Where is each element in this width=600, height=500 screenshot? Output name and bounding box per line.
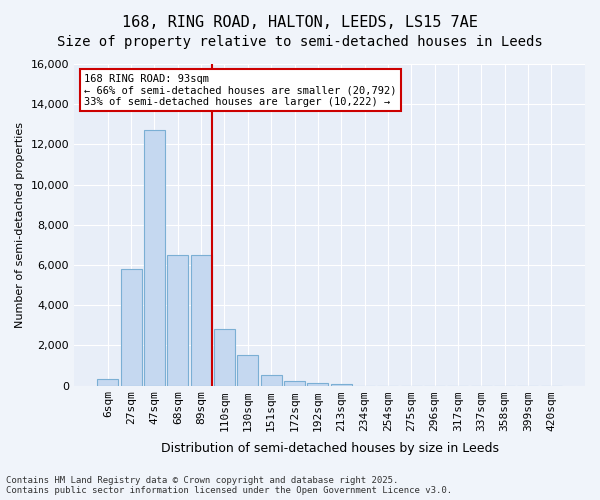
Bar xyxy=(214,330,235,386)
Bar xyxy=(191,255,212,386)
Bar xyxy=(284,380,305,386)
Bar xyxy=(144,130,165,386)
Bar xyxy=(307,382,328,386)
Bar xyxy=(97,380,118,386)
Y-axis label: Number of semi-detached properties: Number of semi-detached properties xyxy=(15,122,25,328)
Bar xyxy=(238,356,259,386)
X-axis label: Distribution of semi-detached houses by size in Leeds: Distribution of semi-detached houses by … xyxy=(161,442,499,455)
Bar xyxy=(121,269,142,386)
Text: Contains HM Land Registry data © Crown copyright and database right 2025.
Contai: Contains HM Land Registry data © Crown c… xyxy=(6,476,452,495)
Bar xyxy=(331,384,352,386)
Bar xyxy=(167,255,188,386)
Text: Size of property relative to semi-detached houses in Leeds: Size of property relative to semi-detach… xyxy=(57,35,543,49)
Bar xyxy=(260,376,281,386)
Text: 168 RING ROAD: 93sqm
← 66% of semi-detached houses are smaller (20,792)
33% of s: 168 RING ROAD: 93sqm ← 66% of semi-detac… xyxy=(84,74,397,107)
Text: 168, RING ROAD, HALTON, LEEDS, LS15 7AE: 168, RING ROAD, HALTON, LEEDS, LS15 7AE xyxy=(122,15,478,30)
